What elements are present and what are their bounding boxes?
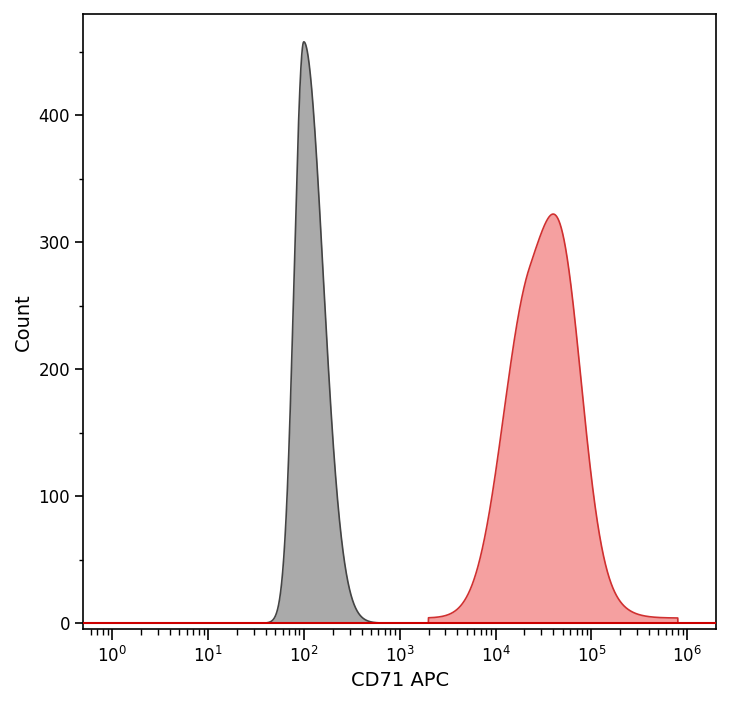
Y-axis label: Count: Count [14,293,33,351]
X-axis label: CD71 APC: CD71 APC [350,671,449,690]
